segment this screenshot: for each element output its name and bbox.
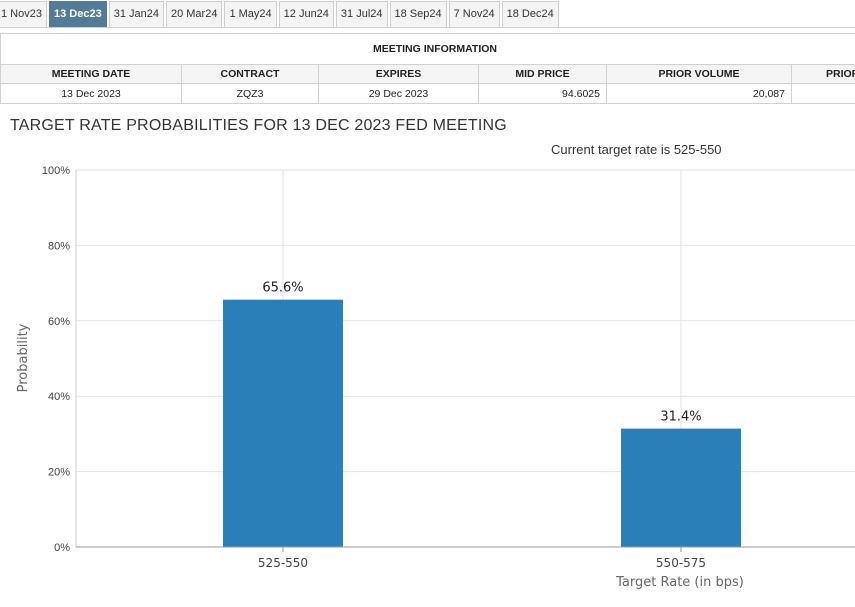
- data-label: 65.6%: [262, 281, 303, 296]
- meeting-tabs: 1 Nov23 13 Dec23 31 Jan24 20 Mar24 1 May24 12…: [0, 0, 855, 28]
- y-tick-label: 60%: [48, 316, 70, 328]
- tab-18-dec24[interactable]: 18 Dec24: [501, 1, 559, 27]
- cell-meeting-date: 13 Dec 2023: [0, 83, 182, 104]
- y-tick-label: 100%: [42, 165, 70, 177]
- cell-contract: ZQZ3: [181, 83, 319, 104]
- header-mid-price: MID PRICE: [478, 64, 607, 84]
- y-tick-label: 80%: [48, 240, 70, 252]
- cell-mid-price: 94.6025: [478, 83, 607, 104]
- chart-subtitle: Current target rate is 525-550: [551, 142, 722, 157]
- y-axis-label: Probability: [16, 323, 31, 392]
- y-tick-label: 20%: [48, 467, 70, 479]
- tab-18-sep24[interactable]: 18 Sep24: [389, 1, 447, 27]
- probability-chart: 0% 20% 40% 60% 80% 100% 65.6% 525-550 31.4% 550-5…: [16, 165, 855, 590]
- x-tick-label: 550-575: [656, 556, 706, 570]
- tab-31-jul24[interactable]: 31 Jul24: [335, 1, 388, 27]
- tab-31-jan24[interactable]: 31 Jan24: [108, 1, 164, 27]
- cell-prior-volume: 20,087: [606, 83, 792, 104]
- header-prior-volume: PRIOR VOLUME: [606, 64, 792, 84]
- chart-title: TARGET RATE PROBABILITIES FOR 13 DEC 202…: [10, 117, 507, 134]
- data-label: 31.4%: [660, 410, 701, 425]
- tab-20-mar24[interactable]: 20 Mar24: [165, 1, 223, 27]
- x-axis-label: Target Rate (in bps): [615, 575, 744, 590]
- meeting-info-table: MEETING INFORMATION MEETING DATE CONTRAC…: [0, 33, 855, 104]
- tab-1-may24[interactable]: 1 May24: [224, 1, 277, 27]
- tab-1-nov23[interactable]: 1 Nov23: [0, 1, 47, 27]
- bar-550-575: [621, 428, 741, 547]
- header-meeting-date: MEETING DATE: [0, 64, 182, 84]
- header-contract: CONTRACT: [181, 64, 319, 84]
- meeting-info-caption: MEETING INFORMATION: [0, 33, 855, 65]
- y-tick-label: 40%: [48, 391, 70, 403]
- y-tick-label: 0%: [54, 542, 70, 554]
- header-expires: EXPIRES: [318, 64, 479, 84]
- x-tick-label: 525-550: [258, 556, 308, 570]
- header-prior: PRIOR: [791, 64, 855, 84]
- tab-12-jun24[interactable]: 12 Jun24: [278, 1, 334, 27]
- cell-prior: [791, 83, 855, 104]
- tab-13-dec23[interactable]: 13 Dec23: [48, 1, 107, 27]
- bar-525-550: [223, 299, 343, 547]
- tab-7-nov24[interactable]: 7 Nov24: [448, 1, 500, 27]
- cell-expires: 29 Dec 2023: [318, 83, 479, 104]
